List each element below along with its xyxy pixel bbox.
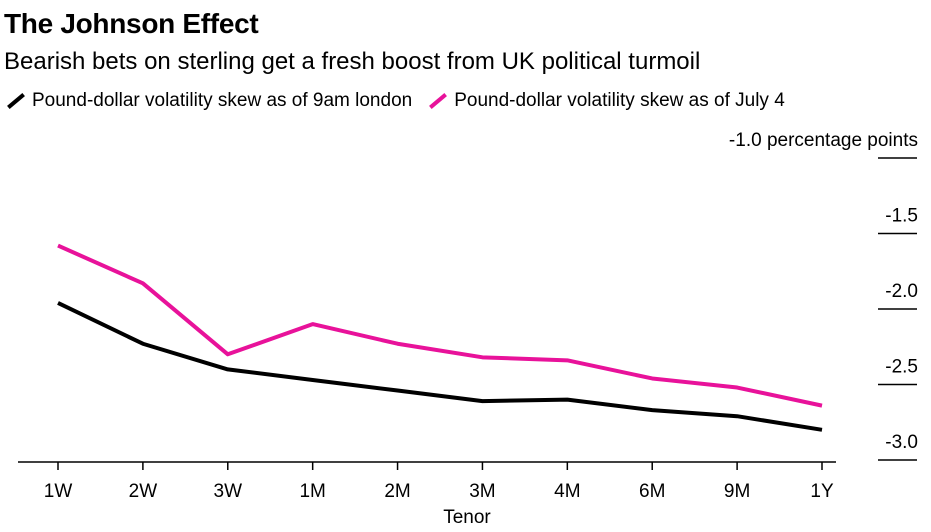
legend: Pound-dollar volatility skew as of 9am l…	[4, 90, 799, 112]
y-tick-label: -3.0	[885, 432, 918, 453]
y-axis: -1.0 percentage points -1.5 -2.0 -2.5 -3.0	[729, 130, 918, 461]
x-axis-title: Tenor	[443, 507, 491, 528]
x-tick-label: 3M	[469, 481, 495, 502]
y-tick-label: -1.5	[885, 206, 918, 227]
x-tick-label: 2W	[129, 481, 158, 502]
y-tick-label: -1.0 percentage points	[729, 130, 918, 151]
series-line-july4	[57, 243, 823, 408]
x-tick-label: 1Y	[810, 481, 834, 502]
legend-label-9am: Pound-dollar volatility skew as of 9am l…	[32, 90, 413, 111]
x-tick-label: 3W	[214, 481, 243, 502]
chart-title: The Johnson Effect	[4, 8, 259, 39]
x-tick-label: 6M	[639, 481, 665, 502]
series-group	[57, 243, 823, 432]
y-tick-label: -2.0	[885, 281, 918, 302]
series-line-9am	[57, 301, 823, 432]
x-tick-label: 9M	[724, 481, 750, 502]
x-tick-label: 1M	[299, 481, 325, 502]
x-tick-label: 1W	[44, 481, 73, 502]
legend-item-9am: Pound-dollar volatility skew as of 9am l…	[4, 90, 412, 112]
x-axis: 1W 2W 3W 1M 2M 3M 4M 6M 9M 1Y	[18, 461, 836, 502]
legend-item-july4: Pound-dollar volatility skew as of July …	[426, 90, 785, 112]
chart-subtitle: Bearish bets on sterling get a fresh boo…	[4, 48, 701, 75]
x-tick-label: 2M	[384, 481, 410, 502]
y-tick-label: -2.5	[885, 357, 918, 378]
legend-label-july4: Pound-dollar volatility skew as of July …	[454, 90, 785, 111]
x-tick-label: 4M	[554, 481, 580, 502]
